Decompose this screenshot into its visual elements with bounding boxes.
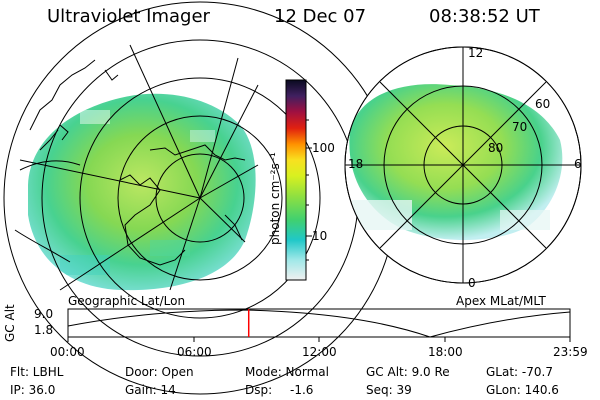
apex-polar-plot [344,46,582,284]
time-tick-2359: 23:59 [553,345,588,359]
dsp-info-value: -1.6 [290,383,314,397]
time-label: 08:38:52 UT [429,6,540,27]
altitude-curve [67,309,571,338]
colorbar-label: photon cm⁻²s⁻¹ [268,152,282,245]
geographic-map [3,1,397,395]
mlt-label-12: 12 [468,46,484,60]
mlat-label-70: 70 [512,120,528,134]
mlt-label-6: 6 [574,157,582,171]
altitude-plot [67,308,571,342]
gain-info: Gain: 14 [125,383,176,397]
ip-info: IP: 36.0 [10,383,56,397]
color-scale [285,79,312,281]
seq-info: Seq: 39 [366,383,412,397]
gc-alt-info: GC Alt: 9.0 Re [366,365,450,379]
glat-info: GLat: -70.7 [486,365,553,379]
filter-info: Flt: LBHL [10,365,64,379]
door-info: Door: Open [125,365,194,379]
altitude-axis-label: GC Alt [3,304,17,342]
altitude-tick-low: 1.8 [34,323,54,337]
time-tick-0000: 00:00 [50,345,85,359]
colorbar-tick-100: 100 [312,141,335,155]
time-tick-1200: 12:00 [302,345,337,359]
mlt-label-0: 0 [468,276,476,290]
mlat-label-60: 60 [535,97,551,111]
left-panel-caption: Geographic Lat/Lon [68,294,186,308]
right-panel-caption: Apex MLat/MLT [456,294,546,308]
time-tick-0600: 06:00 [177,345,212,359]
mlt-label-18: 18 [348,157,364,171]
mlat-label-80: 80 [488,141,504,155]
altitude-tick-high: 9.0 [34,307,54,321]
dsp-info-label: Dsp: [245,383,273,397]
time-tick-1800: 18:00 [428,345,463,359]
app-title: Ultraviolet Imager [47,6,210,27]
date-label: 12 Dec 07 [274,6,367,27]
aurora-image-left [28,93,256,291]
coastline [29,59,246,266]
glon-info: GLon: 140.6 [486,383,559,397]
colorbar-tick-10: 10 [312,229,328,243]
mode-info: Mode: Normal [245,365,329,379]
